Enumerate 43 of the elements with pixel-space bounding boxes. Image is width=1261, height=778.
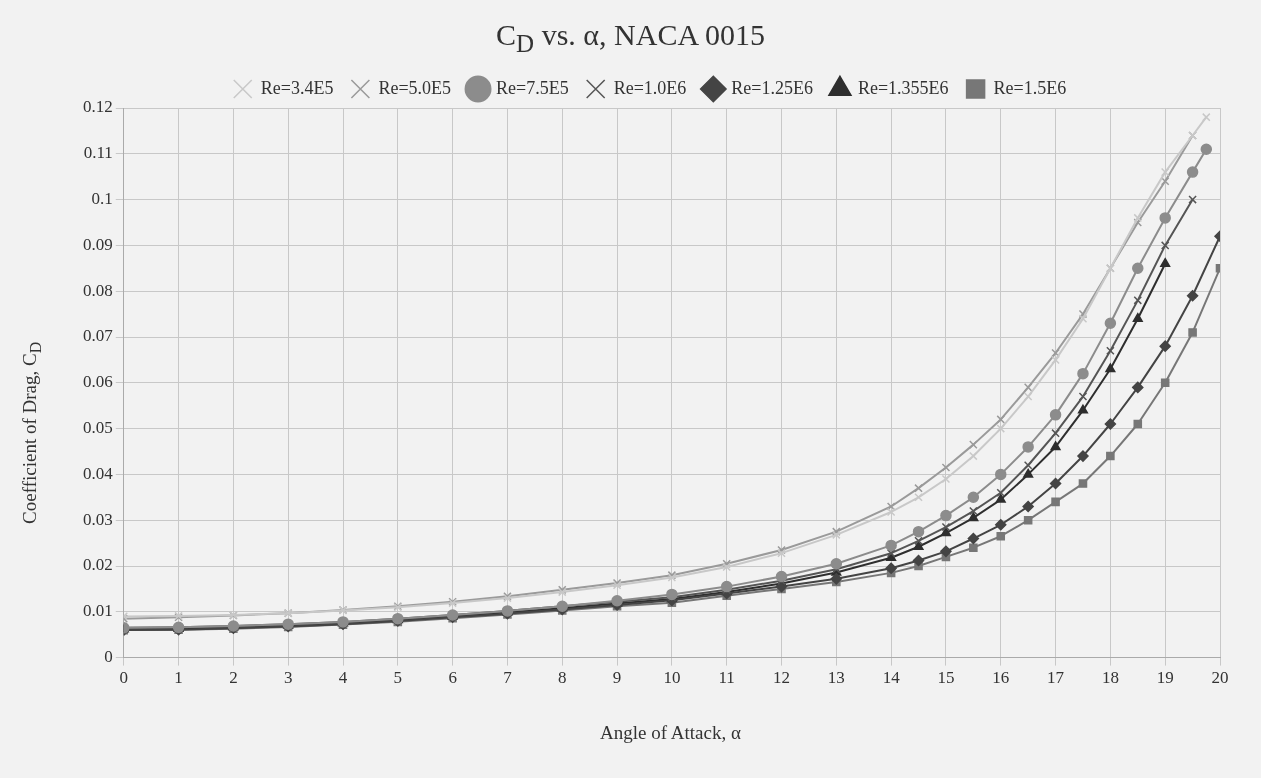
x-tick-label: 3: [283, 668, 293, 688]
y-tick-label: 0.11: [83, 143, 113, 163]
x-tick-label: 19: [1156, 668, 1174, 688]
y-tick-label: 0.08: [83, 280, 113, 300]
x-tick-label: 15: [937, 668, 955, 688]
x-tick-label: 1: [174, 668, 183, 688]
x-tick-label: 18: [1101, 668, 1119, 688]
y-tick-label: 0: [104, 647, 113, 667]
x-tick-label: 10: [663, 668, 681, 688]
x-axis-title: Angle of Attack, α: [599, 722, 742, 744]
x-tick-label: 11: [718, 668, 735, 688]
legend-label: Re=5.0E5: [378, 77, 452, 98]
legend-label: Re=1.355E6: [857, 77, 949, 98]
legend-label: Re=3.4E5: [260, 77, 334, 98]
legend-label: Re=7.5E5: [496, 77, 569, 98]
y-tick-label: 0.09: [83, 234, 113, 254]
x-tick-label: 9: [612, 668, 622, 688]
legend-label: Re=1.0E6: [613, 77, 687, 98]
y-tick-label: 0.01: [83, 601, 113, 621]
y-tick-label: 0.05: [83, 418, 113, 438]
legend-label: Re=1.25E6: [731, 77, 813, 98]
y-tick-label: 0.06: [83, 372, 113, 392]
chart-title: C$_{D}$ vs. α, NACA 0015: [495, 18, 766, 58]
y-tick-label: 0.1: [91, 189, 113, 209]
x-tick-label: 6: [448, 668, 457, 688]
x-tick-label: 8: [558, 668, 567, 688]
x-tick-label: 12: [773, 668, 790, 688]
y-tick-label: 0.04: [83, 463, 114, 483]
x-tick-label: 14: [882, 668, 901, 688]
y-tick-label: 0.02: [83, 555, 113, 575]
x-tick-label: 20: [1211, 668, 1229, 688]
legend-label: Re=1.5E6: [993, 77, 1067, 98]
y-tick-label: 0.12: [83, 97, 113, 117]
x-tick-label: 7: [503, 668, 513, 688]
y-tick-label: 0.03: [83, 509, 113, 529]
y-tick-label: 0.07: [83, 326, 114, 346]
x-tick-label: 5: [393, 668, 403, 688]
x-tick-label: 16: [992, 668, 1010, 688]
x-tick-label: 4: [338, 668, 348, 688]
x-tick-label: 0: [119, 668, 128, 688]
x-tick-label: 17: [1047, 668, 1065, 688]
x-tick-label: 2: [229, 668, 238, 688]
x-tick-label: 13: [827, 668, 845, 688]
